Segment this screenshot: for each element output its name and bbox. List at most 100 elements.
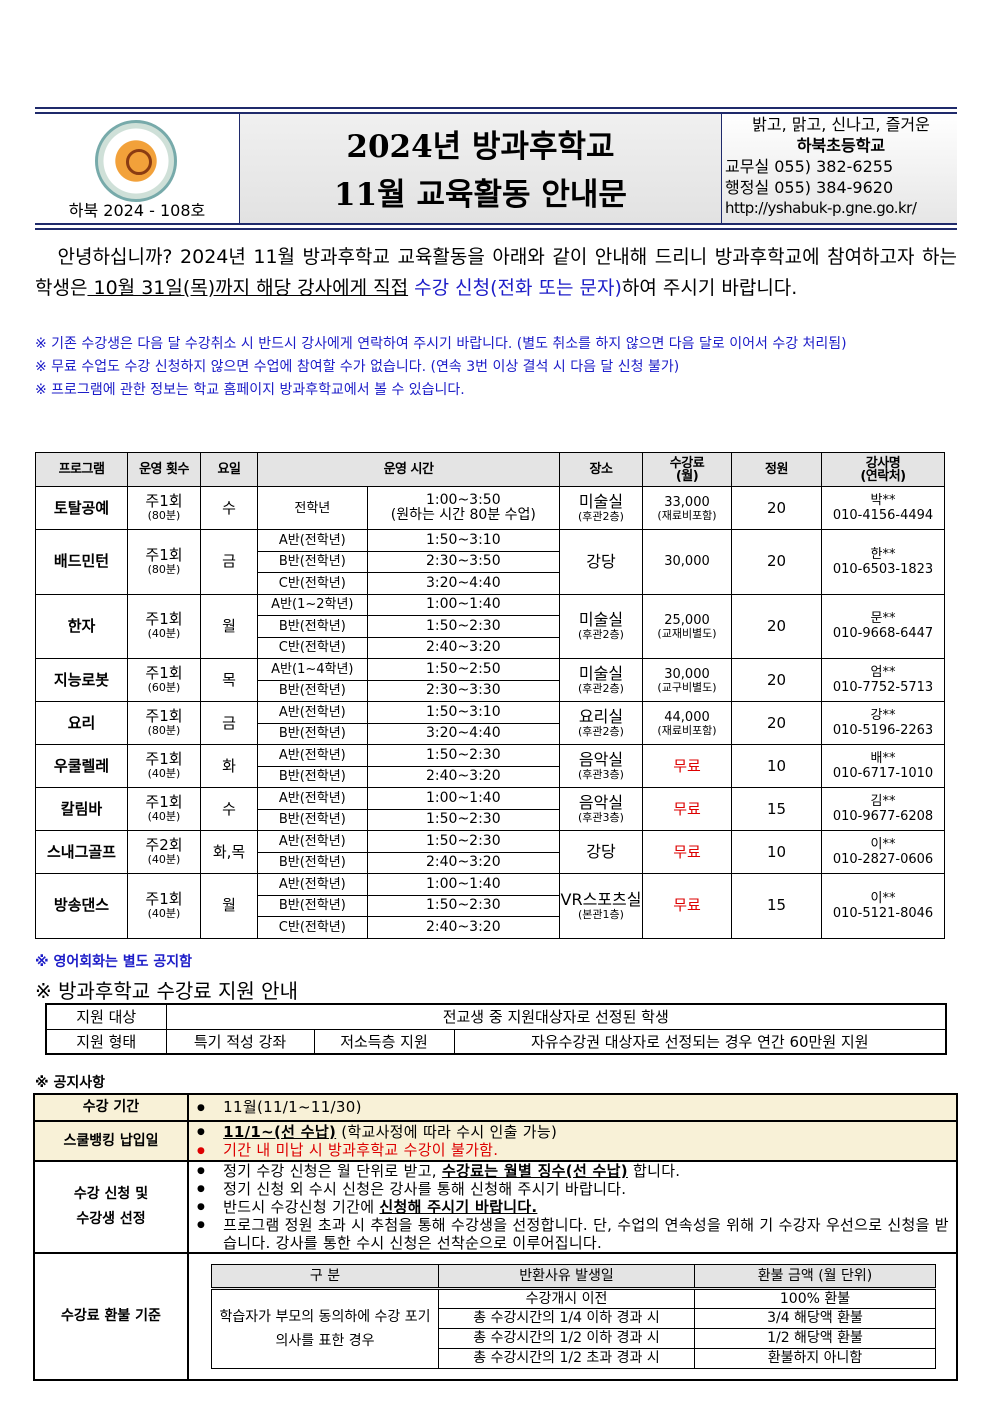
frequency: 주1회 xyxy=(145,545,183,564)
time: 3:20~4:40 xyxy=(426,725,501,742)
time-cell: 2:40~3:20 xyxy=(366,636,561,659)
table-row: 칼림바 주1회 (40분) 수 A반(전학년) 1:00~1:40 음악실 (후관3층) 무료 1… xyxy=(35,787,945,831)
school-url[interactable]: http://yshabuk-p.gne.go.kr/ xyxy=(725,199,917,217)
phone-admin: 행정실 055) 384-9620 xyxy=(725,178,894,197)
place-cell: 음악실 (후관3층) xyxy=(559,744,643,788)
fee-cell: 25,000 (교재비별도) xyxy=(642,593,732,659)
frequency-cell: 주1회 (80분) xyxy=(127,529,201,595)
program-table: 프로그램 운영 횟수 요일 운영 시간 장소 수강료 (월) 정원 강사명 (연락처) 토탈공예… xyxy=(35,452,945,939)
place-floor: (후관2층) xyxy=(578,725,624,738)
frequency-cell: 주1회 (40분) xyxy=(127,787,201,831)
fee-cell: 무료 xyxy=(642,873,732,939)
time: 2:40~3:20 xyxy=(426,639,501,656)
refund-label: 수강료 환불 기준 xyxy=(33,1252,189,1381)
class-group: B반(전학년) xyxy=(257,851,368,874)
teacher-name: 엄** xyxy=(870,665,896,680)
apply-text: 정기 수강 신청은 월 단위로 받고, 수강료는 월별 징수(선 수납) 합니다… xyxy=(223,1162,680,1180)
target-label: 지원 대상 xyxy=(45,1003,167,1030)
teacher-phone: 010-5196-2263 xyxy=(832,723,934,738)
place-cell: 요리실 (후관2층) xyxy=(559,701,643,745)
program-name: 토탈공예 xyxy=(35,486,128,530)
phone-office: 교무실 055) 382-6255 xyxy=(725,157,894,176)
place: 강당 xyxy=(586,551,616,571)
refund-when: 수강개시 이전 xyxy=(438,1288,695,1309)
refund-header: 반환사유 발생일 xyxy=(438,1264,695,1290)
place-cell: 강당 xyxy=(559,830,643,874)
fee-note: (재료비포함) xyxy=(657,508,717,522)
capacity: 10 xyxy=(731,744,822,788)
time-cell: 2:40~3:20 xyxy=(366,851,561,874)
time-cell: 3:20~4:40 xyxy=(366,722,561,745)
apply-item: ● 반드시 수강신청 기간에 신청해 주시기 바랍니다. xyxy=(197,1198,956,1216)
table-row: B반(전학년) 2:30~3:50 xyxy=(36,550,945,573)
program-name: 칼림바 xyxy=(35,787,128,831)
refund-when: 총 수강시간의 1/2 초과 경과 시 xyxy=(438,1348,695,1369)
apply-label-line: 수강 신청 및 xyxy=(73,1186,149,1202)
fee-note: (재료비포함) xyxy=(657,723,717,737)
apply-item: ● 프로그램 정원 초과 시 추첨을 통해 수강생을 선정합니다. 단, 수업의 … xyxy=(197,1216,956,1252)
teacher-phone: 010-2827-0606 xyxy=(832,852,934,867)
class-group: A반(전학년) xyxy=(257,787,368,810)
support-table: 지원 대상 전교생 중 지원대상자로 선정된 학생 지원 형태 특기 적성 강좌 저소… xyxy=(45,1003,947,1055)
apply-label-line: 수강생 선정 xyxy=(76,1211,146,1227)
fee: 30,000 xyxy=(664,554,710,570)
table-row: 배드민턴 주1회 (80분) 금 A반(전학년) 1:50~3:10 강당 30,000 20 한… xyxy=(35,529,945,595)
period-value: 11월(11/1~11/30) xyxy=(223,1098,362,1117)
notice-title: ※ 공지사항 xyxy=(35,1075,106,1091)
place: 강당 xyxy=(586,842,616,861)
time: 1:00~3:50 xyxy=(426,492,501,508)
english-note: ※ 영어회화는 별도 공지함 xyxy=(35,954,193,970)
frequency-cell: 주1회 (40분) xyxy=(127,744,201,788)
bullet-icon: ● xyxy=(197,1166,206,1176)
table-row: 요리 주1회 (80분) 금 A반(전학년) 1:50~3:10 요리실 (후관2층) 44,0… xyxy=(35,701,945,745)
column-header: 강사명 (연락처) xyxy=(821,452,945,487)
frequency: 주1회 xyxy=(145,793,183,811)
class-group: A반(1~2학년) xyxy=(257,593,368,616)
program-name: 지능로봇 xyxy=(35,658,128,702)
place: 요리실 xyxy=(578,707,624,726)
day: 목 xyxy=(200,658,258,702)
table-row: B반(전학년) 3:20~4:40 xyxy=(36,722,945,745)
place: 미술실 xyxy=(578,610,624,630)
class-group: C반(전학년) xyxy=(257,636,368,659)
school-name: 하북초등학교 xyxy=(796,136,886,155)
capacity: 15 xyxy=(731,787,822,831)
refund-cell: 구 분 반환사유 발생일 환불 금액 (월 단위) 학습자가 부모의 동의하에 수강… xyxy=(187,1252,958,1381)
bank-date: 11/1~(선 수납) xyxy=(223,1122,337,1141)
title-line-2: 11월 교육활동 안내문 xyxy=(334,177,627,213)
place-cell: 미술실 (후관2층) xyxy=(559,658,643,702)
apply-text: 반드시 수강신청 기간에 신청해 주시기 바랍니다. xyxy=(223,1198,537,1216)
time-cell: 1:50~2:30 xyxy=(366,894,561,917)
time: 1:50~2:50 xyxy=(426,660,501,677)
fee: 30,000 xyxy=(664,666,710,682)
place: VR스포츠실 xyxy=(560,889,642,909)
place-cell: 미술실 (후관2층) xyxy=(559,593,643,659)
day: 화 xyxy=(200,744,258,788)
duration: (80분) xyxy=(147,724,181,737)
day: 월 xyxy=(200,873,258,939)
teacher-name: 한** xyxy=(870,546,896,562)
program-name: 방송댄스 xyxy=(35,873,128,939)
text: 합니다. xyxy=(627,1162,681,1180)
intro-text: 안녕하십니까? 2024년 11월 방과후학교 교육활동을 아래와 같이 안내해… xyxy=(35,246,957,299)
header-logo-cell: 하북 2024 - 108호 xyxy=(35,114,240,223)
table-row: 방송댄스 주1회 (40분) 월 A반(전학년) 1:00~1:40 VR스포츠실 (본관1층… xyxy=(35,873,945,939)
frequency-cell: 주1회 (40분) xyxy=(127,873,201,939)
class-group: A반(전학년) xyxy=(257,701,368,724)
teacher-cell: 한** 010-6503-1823 xyxy=(821,529,945,595)
apply-text: 프로그램 정원 초과 시 추첨을 통해 수강생을 선정합니다. 단, 수업의 연… xyxy=(223,1216,956,1252)
time: 2:40~3:20 xyxy=(426,918,501,935)
fee: 25,000 xyxy=(664,612,710,628)
capacity: 20 xyxy=(731,529,822,595)
time-cell: 1:50~3:10 xyxy=(366,701,561,724)
time: 1:00~1:40 xyxy=(426,875,501,892)
fee-cell: 무료 xyxy=(642,744,732,788)
frequency-cell: 주1회 (60분) xyxy=(127,658,201,702)
title-line-1: 2024년 방과후학교 xyxy=(346,129,615,165)
time: 3:20~4:40 xyxy=(426,574,501,591)
table-row: B반(전학년) 2:30~3:30 xyxy=(36,679,945,702)
apply-method: 수강 신청(전화 또는 문자) xyxy=(408,277,622,299)
fee: 33,000 xyxy=(664,494,710,510)
class-group: A반(전학년) xyxy=(257,873,368,896)
duration: (40분) xyxy=(147,810,181,823)
